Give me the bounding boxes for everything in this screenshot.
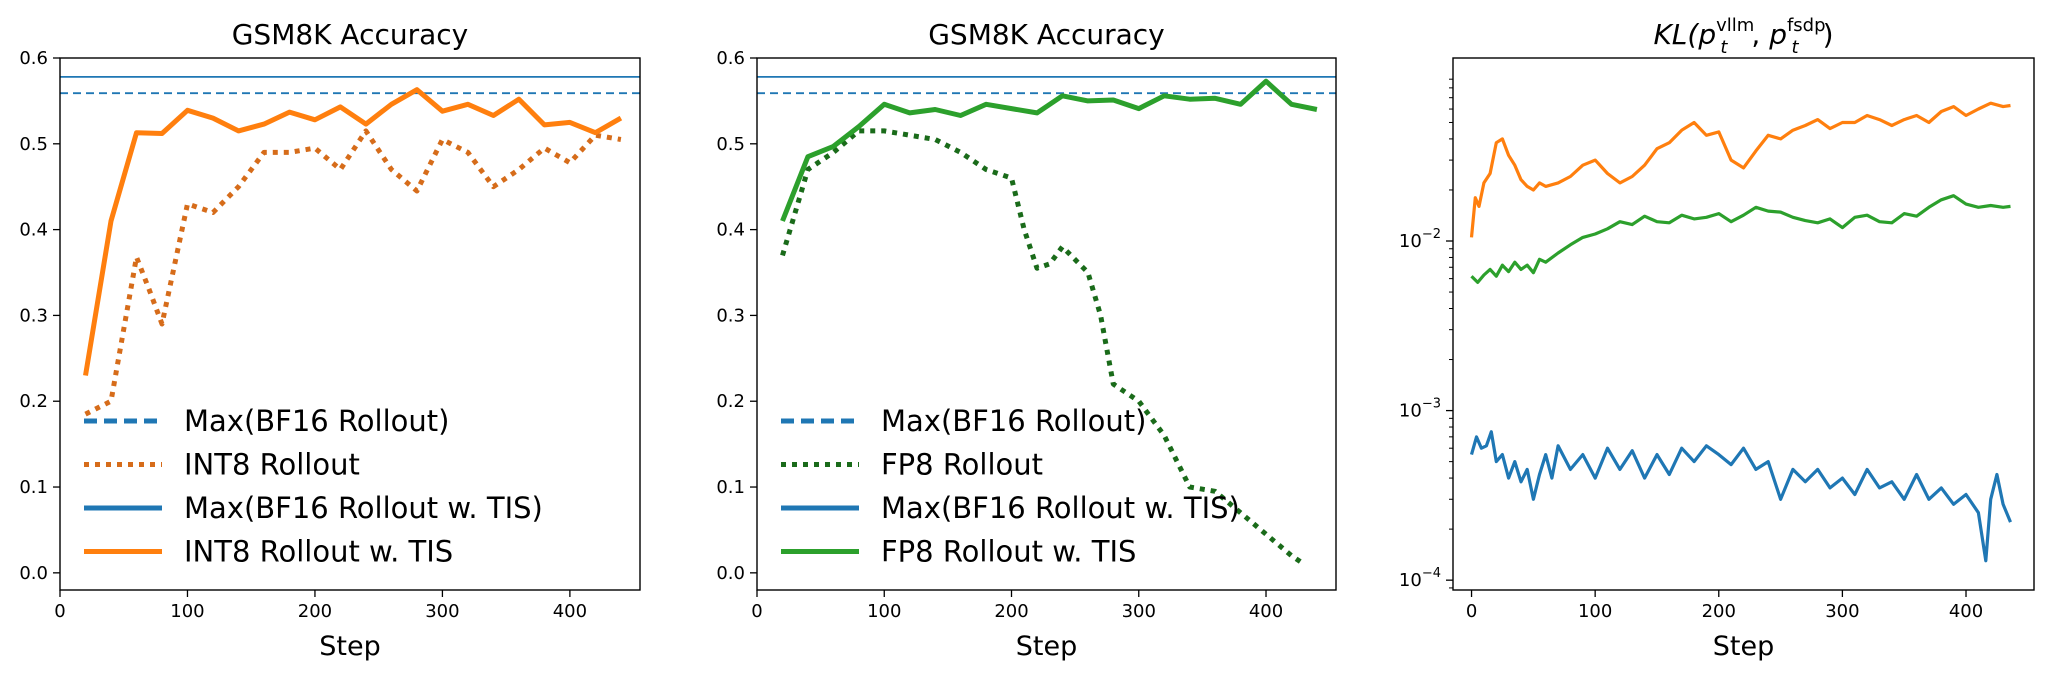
y-tick-label: 0.3 [716, 305, 745, 326]
y-tick-label: 0.4 [716, 220, 745, 241]
x-tick-label: 100 [170, 601, 204, 622]
x-tick-label: 400 [1949, 601, 1983, 622]
x-tick-label: 100 [1578, 601, 1612, 622]
series-line-1 [780, 128, 1306, 567]
y-tick-label: 0.0 [716, 563, 745, 584]
legend: Max(BF16 Rollout) FP8 Rollout Max(BF16 Rol… [781, 404, 1240, 569]
legend-label: INT8 Rollout [184, 448, 360, 482]
y-tick-label: 0.2 [19, 391, 48, 412]
y-tick-label: 0.1 [716, 477, 745, 498]
legend-label: Max(BF16 Rollout) [881, 404, 1146, 438]
x-tick-label: 400 [553, 601, 587, 622]
x-tick-label: 100 [867, 601, 901, 622]
chart-title: GSM8K Accuracy [232, 18, 469, 51]
series-line-2 [83, 87, 623, 376]
y-tick-label: 0.5 [19, 134, 48, 155]
x-tick-label: 0 [751, 601, 762, 622]
x-tick-label: 0 [54, 601, 65, 622]
series-line-2 [1470, 194, 2011, 284]
y-tick-label: 10−2 [1399, 227, 1441, 252]
y-tick-label: 0.0 [19, 563, 48, 584]
series-line-3 [1469, 430, 2012, 563]
y-tick-label: 0.3 [19, 305, 48, 326]
axes-frame [59, 57, 641, 591]
x-axis-label: Step [319, 631, 380, 662]
y-tick-label: 0.4 [19, 220, 48, 241]
series-line-2 [780, 78, 1318, 222]
legend-label: Max(BF16 Rollout w. TIS) [184, 491, 543, 525]
y-tick-label: 10−3 [1399, 397, 1441, 422]
legend-label: FP8 Rollout [881, 448, 1043, 482]
chart-panel-2: 0 100 200 300 400 0.0 0.1 0.2 0.3 0.4 0.5 0.6 Step GS… [716, 18, 1337, 662]
plot-area [83, 87, 623, 417]
y-tick-label: 10−4 [1399, 566, 1441, 591]
x-axis-label: Step [1016, 631, 1077, 662]
legend-label: FP8 Rollout w. TIS [881, 535, 1136, 569]
y-tick-label: 0.1 [19, 477, 48, 498]
plot-area [780, 78, 1318, 567]
legend: Max(BF16 Rollout) INT8 Rollout Max(BF16 Ro… [84, 404, 543, 569]
x-tick-label: 300 [1825, 601, 1859, 622]
legend-label: INT8 Rollout w. TIS [184, 535, 453, 569]
x-axis-label: Step [1713, 631, 1774, 662]
x-tick-label: 300 [425, 601, 459, 622]
y-tick-label: 0.6 [716, 48, 745, 69]
chart-panel-3: 0 100 200 300 400 10−2 10−3 10−4 Step KL(pvllm t, … [1399, 15, 2035, 662]
x-tick-label: 200 [1702, 601, 1736, 622]
legend-label: Max(BF16 Rollout w. TIS) [881, 491, 1240, 525]
series-line-1 [84, 128, 622, 417]
legend-label: Max(BF16 Rollout) [184, 404, 449, 438]
x-tick-label: 200 [298, 601, 332, 622]
axes-frame [1452, 57, 2035, 591]
chart-title: GSM8K Accuracy [928, 18, 1165, 51]
series-line-1 [1469, 101, 2011, 238]
x-tick-label: 200 [994, 601, 1028, 622]
x-tick-label: 300 [1122, 601, 1156, 622]
y-tick-label: 0.5 [716, 134, 745, 155]
x-tick-label: 400 [1249, 601, 1283, 622]
x-tick-label: 0 [1466, 601, 1477, 622]
chart-panel-1: 0 100 200 300 400 0.0 0.1 0.2 0.3 0.4 0.5 0.6 Step GS… [19, 18, 641, 662]
y-tick-label: 0.6 [19, 48, 48, 69]
y-tick-label: 0.2 [716, 391, 745, 412]
plot-area [1469, 101, 2012, 563]
axes-frame [756, 57, 1337, 591]
chart-title: KL(pvllm t, pfsdp t) [1653, 15, 1833, 58]
